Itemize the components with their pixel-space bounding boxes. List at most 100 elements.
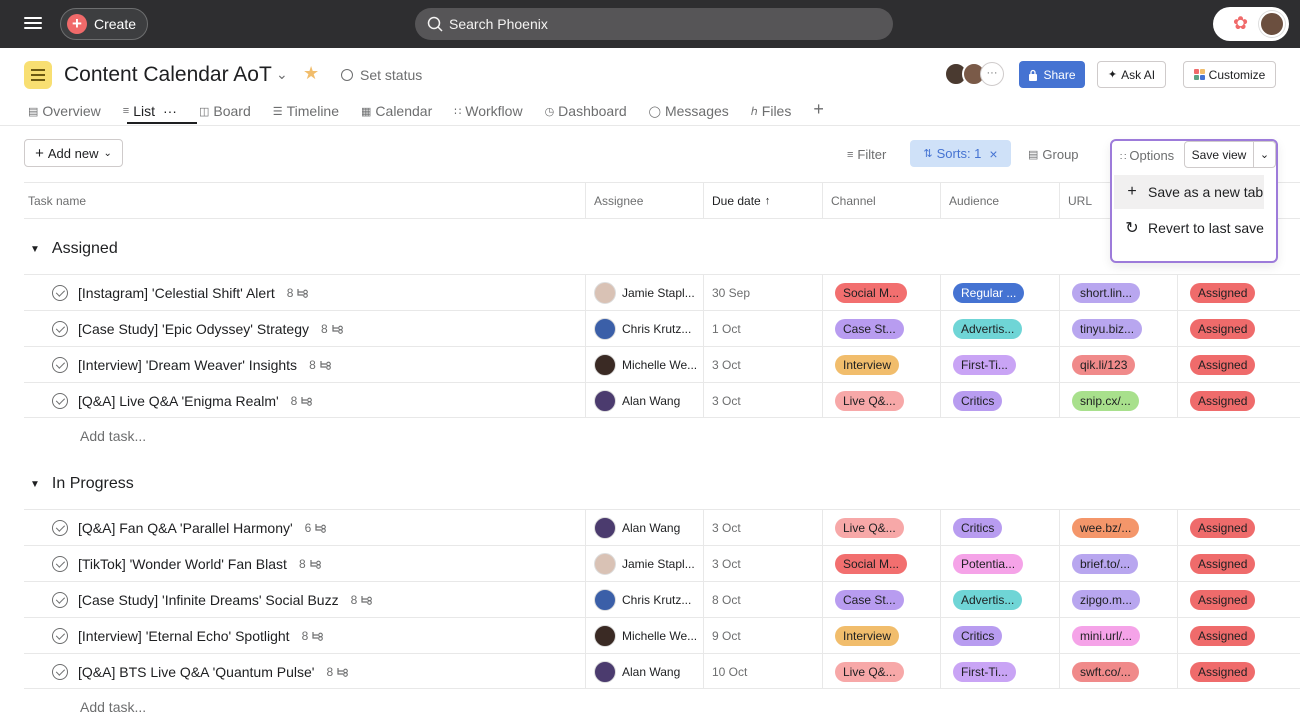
due-date-cell[interactable]: 3 Oct	[703, 510, 822, 545]
subtask-count[interactable]: 8	[302, 629, 325, 643]
status-cell[interactable]: Assigned	[1177, 582, 1300, 617]
task-name-cell[interactable]: [Interview] 'Dream Weaver' Insights 8	[24, 347, 585, 382]
save-as-new-tab-item[interactable]: + Save as a new tab	[1114, 175, 1264, 209]
channel-cell[interactable]: Case St...	[822, 311, 940, 346]
check-circle-icon[interactable]	[52, 555, 68, 572]
status-cell[interactable]: Assigned	[1177, 347, 1300, 382]
task-name-cell[interactable]: [Case Study] 'Epic Odyssey' Strategy 8	[24, 311, 585, 346]
tab-overview[interactable]: ▤ Overview	[28, 101, 101, 121]
section-in-progress[interactable]: ▼ In Progress	[30, 475, 134, 493]
url-cell[interactable]: snip.cx/...	[1059, 383, 1177, 418]
share-button[interactable]: Share	[1019, 61, 1085, 88]
check-circle-icon[interactable]	[52, 392, 68, 409]
add-task-button[interactable]: Add task...	[80, 699, 147, 715]
triangle-down-icon[interactable]: ▼	[30, 478, 40, 490]
triangle-down-icon[interactable]: ▼	[30, 243, 40, 255]
check-circle-icon[interactable]	[52, 320, 68, 337]
task-name-cell[interactable]: [Q&A] Live Q&A 'Enigma Realm' 8	[24, 383, 585, 418]
add-tab-icon[interactable]: +	[813, 98, 824, 119]
channel-cell[interactable]: Live Q&...	[822, 654, 940, 689]
tab-dashboard[interactable]: ◷ Dashboard	[545, 101, 627, 121]
task-name-cell[interactable]: [Q&A] Fan Q&A 'Parallel Harmony' 6	[24, 510, 585, 545]
column-channel[interactable]: Channel	[822, 183, 940, 218]
url-cell[interactable]: tinyu.biz...	[1059, 311, 1177, 346]
due-date-cell[interactable]: 10 Oct	[703, 654, 822, 689]
task-name-cell[interactable]: [Interview] 'Eternal Echo' Spotlight 8	[24, 618, 585, 653]
url-cell[interactable]: short.lin...	[1059, 275, 1177, 310]
assignee-cell[interactable]: Michelle We...	[585, 347, 703, 382]
due-date-cell[interactable]: 30 Sep	[703, 275, 822, 310]
status-cell[interactable]: Assigned	[1177, 275, 1300, 310]
assignee-cell[interactable]: Chris Krutz...	[585, 311, 703, 346]
check-circle-icon[interactable]	[52, 356, 68, 373]
table-row[interactable]: [Case Study] 'Epic Odyssey' Strategy 8 Chr…	[24, 310, 1300, 346]
channel-cell[interactable]: Social M...	[822, 546, 940, 581]
member-avatars[interactable]: ···	[944, 62, 1004, 86]
check-circle-icon[interactable]	[52, 627, 68, 644]
assignee-cell[interactable]: Jamie Stapl...	[585, 275, 703, 310]
add-new-button[interactable]: + Add new ⌄	[24, 139, 123, 167]
save-view-button[interactable]: Save view	[1184, 141, 1254, 168]
tab-timeline[interactable]: ☰ Timeline	[273, 101, 339, 121]
url-cell[interactable]: wee.bz/...	[1059, 510, 1177, 545]
table-row[interactable]: [Case Study] 'Infinite Dreams' Social Bu…	[24, 581, 1300, 617]
task-name-cell[interactable]: [Q&A] BTS Live Q&A 'Quantum Pulse' 8	[24, 654, 585, 689]
check-circle-icon[interactable]	[52, 284, 68, 301]
url-cell[interactable]: qik.li/123	[1059, 347, 1177, 382]
table-row[interactable]: [Instagram] 'Celestial Shift' Alert 8 Jami…	[24, 274, 1300, 310]
options-button[interactable]: ∷ Options	[1120, 148, 1174, 163]
set-status-button[interactable]: Set status	[341, 67, 422, 83]
section-assigned[interactable]: ▼ Assigned	[30, 240, 118, 258]
create-button[interactable]: + Create	[60, 8, 148, 40]
subtask-count[interactable]: 8	[309, 358, 332, 372]
status-cell[interactable]: Assigned	[1177, 510, 1300, 545]
add-task-button[interactable]: Add task...	[80, 428, 147, 444]
column-due-date[interactable]: Due date ↑	[703, 183, 822, 218]
assignee-cell[interactable]: Chris Krutz...	[585, 582, 703, 617]
assignee-cell[interactable]: Michelle We...	[585, 618, 703, 653]
check-circle-icon[interactable]	[52, 663, 68, 680]
audience-cell[interactable]: Critics	[940, 618, 1059, 653]
sorts-button[interactable]: ⇅ Sorts: 1 ×	[910, 140, 1011, 167]
tab-files[interactable]: ℎ Files	[751, 101, 792, 121]
more-icon[interactable]: ···	[162, 103, 177, 119]
tab-list[interactable]: ≡ List ···	[123, 101, 177, 121]
profile-menu[interactable]: ✿	[1213, 7, 1289, 41]
due-date-cell[interactable]: 1 Oct	[703, 311, 822, 346]
tab-workflow[interactable]: ∷ Workflow	[454, 101, 522, 121]
status-cell[interactable]: Assigned	[1177, 383, 1300, 418]
audience-cell[interactable]: Critics	[940, 383, 1059, 418]
table-row[interactable]: [Q&A] Live Q&A 'Enigma Realm' 8 Alan Wang 3…	[24, 382, 1300, 418]
task-name-cell[interactable]: [TikTok] 'Wonder World' Fan Blast 8	[24, 546, 585, 581]
table-row[interactable]: [Interview] 'Eternal Echo' Spotlight 8 Mic…	[24, 617, 1300, 653]
search-input[interactable]: Search Phoenix	[415, 8, 893, 40]
table-row[interactable]: [Q&A] BTS Live Q&A 'Quantum Pulse' 8 Alan …	[24, 653, 1300, 689]
column-assignee[interactable]: Assignee	[585, 183, 703, 218]
star-icon[interactable]: ★	[303, 63, 320, 83]
subtask-count[interactable]: 8	[299, 557, 322, 571]
tab-calendar[interactable]: ▦ Calendar	[361, 101, 432, 121]
column-url[interactable]: URL	[1059, 183, 1177, 218]
url-cell[interactable]: brief.to/...	[1059, 546, 1177, 581]
revert-to-last-save-item[interactable]: ↻ Revert to last save	[1114, 211, 1264, 245]
check-circle-icon[interactable]	[52, 591, 68, 608]
status-cell[interactable]: Assigned	[1177, 618, 1300, 653]
audience-cell[interactable]: Advertis...	[940, 311, 1059, 346]
check-circle-icon[interactable]	[52, 519, 68, 536]
due-date-cell[interactable]: 3 Oct	[703, 546, 822, 581]
chevron-down-icon[interactable]: ⌄	[276, 66, 288, 82]
tab-board[interactable]: ◫ Board	[199, 101, 251, 121]
assignee-cell[interactable]: Alan Wang	[585, 383, 703, 418]
close-icon[interactable]: ×	[989, 145, 998, 162]
tab-messages[interactable]: ◯ Messages	[649, 101, 729, 121]
status-cell[interactable]: Assigned	[1177, 654, 1300, 689]
customize-button[interactable]: Customize	[1183, 61, 1276, 88]
subtask-count[interactable]: 8	[287, 286, 310, 300]
channel-cell[interactable]: Case St...	[822, 582, 940, 617]
task-name-cell[interactable]: [Case Study] 'Infinite Dreams' Social Bu…	[24, 582, 585, 617]
url-cell[interactable]: zipgo.m...	[1059, 582, 1177, 617]
subtask-count[interactable]: 6	[305, 521, 328, 535]
audience-cell[interactable]: Advertis...	[940, 582, 1059, 617]
subtask-count[interactable]: 8	[351, 593, 374, 607]
table-row[interactable]: [Interview] 'Dream Weaver' Insights 8 Mich…	[24, 346, 1300, 382]
